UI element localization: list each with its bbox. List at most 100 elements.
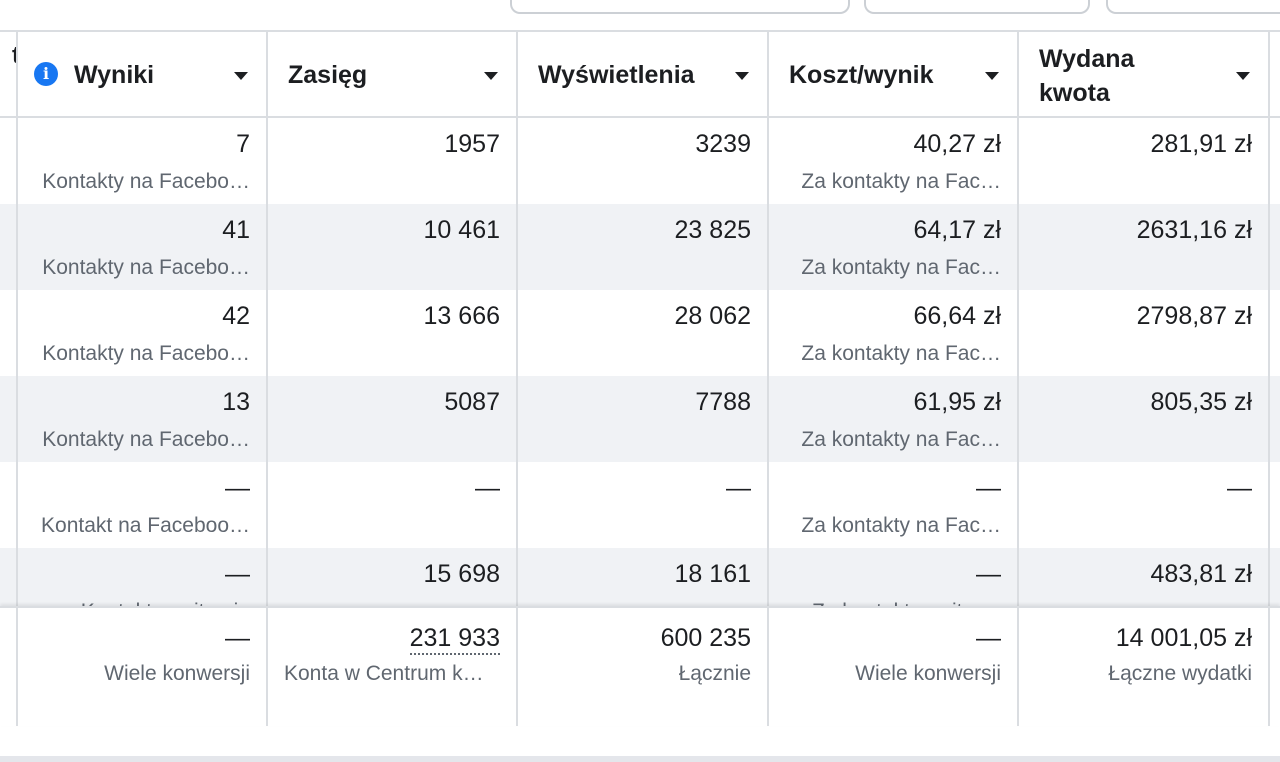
cell-wyswietlenia: 23 825 xyxy=(518,204,769,290)
cell-wyniki: 41 Kontakty na Facebo… xyxy=(18,204,268,290)
cell-koszt: 61,95 zł Za kontakty na Fac… xyxy=(769,376,1019,462)
impressions-value: 7788 xyxy=(695,388,751,416)
impressions-value: 3239 xyxy=(695,130,751,158)
impressions-value: — xyxy=(726,474,751,502)
result-value: 42 xyxy=(222,302,250,330)
result-value: 7 xyxy=(236,130,250,158)
cell-wyniki: — Kontakt na Faceboo… xyxy=(18,462,268,548)
total-cost-value: — xyxy=(976,624,1001,652)
row-spacer xyxy=(0,376,18,462)
column-header-zasieg[interactable]: Zasięg xyxy=(268,32,518,118)
cell-wyniki: 42 Kontakty na Facebo… xyxy=(18,290,268,376)
cell-koszt: — Za kontakty na Fac… xyxy=(769,462,1019,548)
cell-wyswietlenia: 28 062 xyxy=(518,290,769,376)
total-reach-value[interactable]: 231 933 xyxy=(409,624,500,655)
total-cost-label: Wiele konwersji xyxy=(855,662,1001,685)
amount-spent-value: 2631,16 zł xyxy=(1136,216,1252,244)
column-header-wyswietlenia[interactable]: Wyświetlenia xyxy=(518,32,769,118)
horizontal-scrollbar-track[interactable] xyxy=(0,756,1280,762)
column-header-label: Wydana kwota xyxy=(1039,42,1134,110)
cell-wyswietlenia: — xyxy=(518,462,769,548)
total-zasieg: 231 933 Konta w Centrum k… xyxy=(268,608,518,726)
chevron-down-icon[interactable] xyxy=(1236,72,1250,80)
column-header-label: Zasięg xyxy=(288,61,368,89)
cost-per-result-value: — xyxy=(976,560,1001,588)
cell-koszt: 66,64 zł Za kontakty na Fac… xyxy=(769,290,1019,376)
cell-wydana: 805,35 zł xyxy=(1019,376,1270,462)
info-icon[interactable]: i xyxy=(34,62,58,86)
cell-wyniki: 13 Kontakty na Facebo… xyxy=(18,376,268,462)
table-row[interactable]: 42 Kontakty na Facebo… 13 666 28 062 66,6… xyxy=(0,290,1280,376)
total-reach-label: Konta w Centrum k… xyxy=(284,662,484,685)
cell-zasieg: 15 698 xyxy=(268,548,518,634)
cost-per-result-value: 66,64 zł xyxy=(913,302,1001,330)
total-impressions-label: Łącznie xyxy=(678,662,751,685)
result-value: — xyxy=(225,560,250,588)
totals-row: — Wiele konwersji 231 933 Konta w Centrum … xyxy=(0,606,1280,726)
result-type: Kontakty na Facebo… xyxy=(42,170,250,193)
total-results-label: Wiele konwersji xyxy=(104,662,250,685)
result-value: 41 xyxy=(222,216,250,244)
cell-koszt: 40,27 zł Za kontakty na Fac… xyxy=(769,118,1019,204)
cost-per-result-value: 61,95 zł xyxy=(913,388,1001,416)
cost-per-result-type: Za kontakty na Fac… xyxy=(801,428,1001,451)
cell-wyswietlenia: 3239 xyxy=(518,118,769,204)
cell-wydana: — xyxy=(1019,462,1270,548)
cost-per-result-type: Za kontakty na Fac… xyxy=(801,256,1001,279)
cell-wyniki: —Kontakt w witrynie xyxy=(18,548,268,634)
cost-per-result-type: Za kontakty na Fac… xyxy=(801,170,1001,193)
column-header-line: Wydana xyxy=(1039,45,1135,73)
impressions-value: 18 161 xyxy=(674,560,751,588)
table-row[interactable]: 41 Kontakty na Facebo… 10 461 23 825 64,1… xyxy=(0,204,1280,290)
result-value: — xyxy=(225,474,250,502)
table-header: t i Wyniki Zasięg Wyświetlenia Koszt/wyn… xyxy=(0,32,1280,118)
cell-koszt: —Za kontakt w witry… xyxy=(769,548,1019,634)
total-spent-value: 14 001,05 zł xyxy=(1115,624,1252,652)
cell-wydana: 2631,16 zł xyxy=(1019,204,1270,290)
reach-value: 13 666 xyxy=(423,302,500,330)
reach-value: 1957 xyxy=(444,130,500,158)
cell-koszt: 64,17 zł Za kontakty na Fac… xyxy=(769,204,1019,290)
cell-wyswietlenia: 18 161 xyxy=(518,548,769,634)
column-header-wyniki[interactable]: i Wyniki xyxy=(18,32,268,118)
toolbar-button[interactable] xyxy=(864,0,1090,14)
amount-spent-value: 2798,87 zł xyxy=(1136,302,1252,330)
reach-value: 15 698 xyxy=(423,560,500,588)
chevron-down-icon[interactable] xyxy=(484,72,498,80)
amount-spent-value: — xyxy=(1227,474,1252,502)
reach-value: — xyxy=(475,474,500,502)
cost-per-result-value: 40,27 zł xyxy=(913,130,1001,158)
result-type: Kontakt na Faceboo… xyxy=(41,514,250,537)
total-results-value: — xyxy=(225,624,250,652)
column-header-label: Koszt/wynik xyxy=(789,61,934,89)
total-spent-label: Łączne wydatki xyxy=(1108,662,1252,685)
chevron-down-icon[interactable] xyxy=(985,72,999,80)
total-impressions-value: 600 235 xyxy=(660,624,751,652)
reach-value: 5087 xyxy=(444,388,500,416)
column-header-koszt-wynik[interactable]: Koszt/wynik xyxy=(769,32,1019,118)
cell-wyniki: 7 Kontakty na Facebo… xyxy=(18,118,268,204)
table-row[interactable]: 13 Kontakty na Facebo… 5087 7788 61,95 zł… xyxy=(0,376,1280,462)
row-spacer xyxy=(0,462,18,548)
result-type: Kontakty na Facebo… xyxy=(42,256,250,279)
table-row[interactable]: — Kontakt na Faceboo… — — — Za kontakty na… xyxy=(0,462,1280,548)
toolbar-button[interactable] xyxy=(1106,0,1280,14)
row-spacer xyxy=(0,548,18,634)
column-header-wydana-kwota[interactable]: Wydana kwota xyxy=(1019,32,1270,118)
amount-spent-value: 483,81 zł xyxy=(1150,560,1252,588)
chevron-down-icon[interactable] xyxy=(735,72,749,80)
amount-spent-value: 805,35 zł xyxy=(1150,388,1252,416)
cell-wydana: 483,81 zł xyxy=(1019,548,1270,634)
cell-zasieg: — xyxy=(268,462,518,548)
toolbar-button[interactable] xyxy=(510,0,850,14)
chevron-down-icon[interactable] xyxy=(234,72,248,80)
row-spacer xyxy=(0,204,18,290)
total-koszt: — Wiele konwersji xyxy=(769,608,1019,726)
table-row[interactable]: 7 Kontakty na Facebo… 1957 3239 40,27 zł Z… xyxy=(0,118,1280,204)
row-spacer xyxy=(0,118,18,204)
total-wyniki: — Wiele konwersji xyxy=(18,608,268,726)
amount-spent-value: 281,91 zł xyxy=(1150,130,1252,158)
column-header-line: kwota xyxy=(1039,79,1110,107)
result-type: Kontakty na Facebo… xyxy=(42,342,250,365)
total-wydana: 14 001,05 zł Łączne wydatki xyxy=(1019,608,1270,726)
